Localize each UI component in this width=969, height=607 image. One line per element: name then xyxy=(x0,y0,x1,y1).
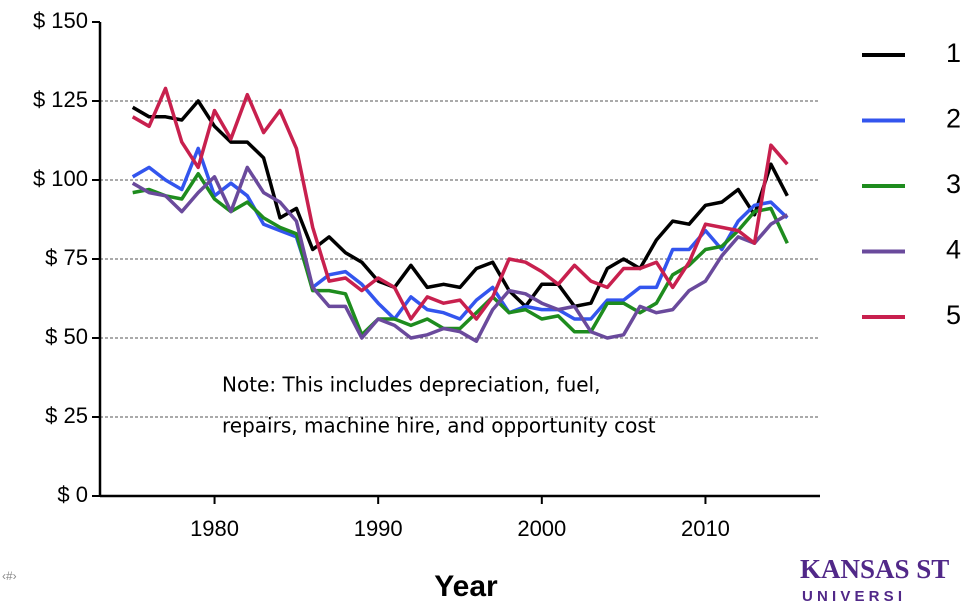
series-line xyxy=(131,86,789,321)
y-tick-label: $ 100 xyxy=(33,166,88,191)
y-tick-label: $ 50 xyxy=(45,324,88,349)
note: repairs, machine hire, and opportunity c… xyxy=(222,414,656,438)
x-axis-title: Year xyxy=(434,570,498,603)
x-tick-label: 2010 xyxy=(681,516,730,541)
logo-text: KANSAS ST xyxy=(800,554,949,584)
slide-number: ‹#› xyxy=(2,569,17,583)
series-line xyxy=(131,99,789,309)
x-tick-label: 1980 xyxy=(190,516,239,541)
series-line xyxy=(131,146,789,321)
logo-text: U N I V E R S I xyxy=(802,588,902,605)
legend-label: 4 xyxy=(946,235,961,265)
y-tick-label: $ 25 xyxy=(45,403,88,428)
y-tick-label: $ 125 xyxy=(33,87,88,112)
note: Note: This includes depreciation, fuel, xyxy=(222,373,600,397)
legend-label: 5 xyxy=(946,300,961,330)
y-tick-label: $ 0 xyxy=(57,482,88,507)
series-line xyxy=(132,171,789,337)
legend-label: 2 xyxy=(946,104,961,134)
x-tick-label: 2000 xyxy=(517,516,566,541)
y-tick-label: $ 75 xyxy=(45,245,88,270)
y-tick-label: $ 150 xyxy=(33,8,88,33)
x-tick-label: 1990 xyxy=(354,516,403,541)
legend-label: 1 xyxy=(946,38,961,68)
series-line xyxy=(131,165,789,343)
legend-label: 3 xyxy=(946,169,961,199)
